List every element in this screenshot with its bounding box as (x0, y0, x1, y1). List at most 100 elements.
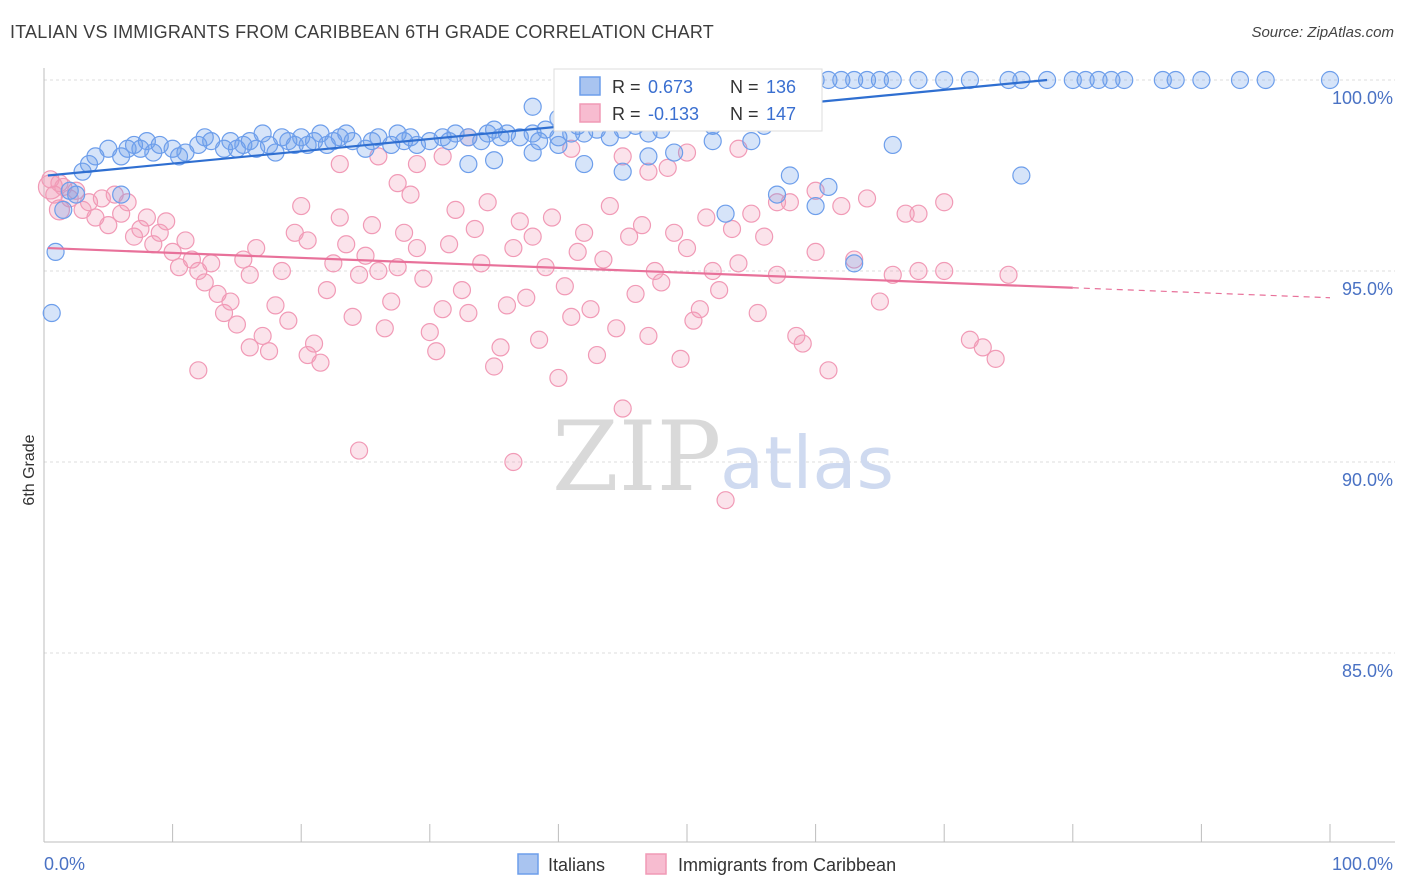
italians-point (144, 143, 163, 162)
caribbean-point (845, 250, 864, 269)
italians-point (819, 177, 838, 197)
legend-n-label-2: N = (730, 104, 759, 124)
y-tick-label: 95.0% (1342, 279, 1393, 299)
caribbean-point (452, 281, 472, 300)
italians-trend-line (47, 78, 1048, 177)
italians-point (935, 70, 954, 90)
caribbean-point (266, 296, 285, 315)
legend-n-label-1: N = (730, 77, 759, 97)
y-tick-label: 85.0% (1342, 661, 1393, 681)
caribbean-point (324, 254, 343, 273)
x-tick-label: 0.0% (44, 854, 85, 874)
grid-lines (44, 79, 1395, 654)
caribbean-point (690, 300, 709, 319)
caribbean-point (896, 204, 915, 223)
caribbean-point (806, 242, 825, 261)
legend-r-label-2: R = (612, 104, 641, 124)
italians-point (742, 132, 761, 151)
legend-r-value-1: 0.673 (648, 77, 693, 97)
caribbean-point (587, 345, 607, 365)
caribbean-point (677, 143, 697, 162)
italians-point (485, 151, 504, 170)
italians-point (767, 185, 787, 204)
italians-point (285, 135, 304, 155)
caribbean-point (742, 204, 761, 223)
caribbean-point (549, 368, 568, 388)
caribbean-point (485, 357, 504, 376)
italians-point (909, 70, 928, 90)
caribbean-point (439, 235, 459, 254)
chart-title: ITALIAN VS IMMIGRANTS FROM CARIBBEAN 6TH… (10, 22, 714, 42)
stats-legend: R = 0.673 N = 136 R = -0.133 N = 147 (553, 68, 823, 132)
caribbean-point (407, 154, 427, 174)
caribbean-point (555, 277, 574, 296)
caribbean-point (568, 242, 587, 261)
caribbean-point (330, 154, 349, 174)
italians-point (1012, 166, 1031, 185)
italians-point (1012, 70, 1031, 90)
italians-point (716, 204, 735, 223)
caribbean-point (581, 300, 600, 319)
caribbean-point (986, 349, 1005, 368)
caribbean-point (337, 235, 356, 254)
italians-point (1102, 70, 1121, 90)
caribbean-point (349, 441, 369, 460)
caribbean-point (594, 250, 613, 269)
caribbean-point (600, 196, 619, 216)
caribbean-point (420, 323, 439, 342)
italians-point (46, 242, 65, 261)
italians-point (337, 124, 356, 143)
caribbean-point (710, 281, 729, 300)
caribbean-point (382, 292, 401, 311)
caribbean-point (870, 292, 890, 311)
caribbean-point (446, 200, 465, 219)
caribbean-point (472, 254, 491, 273)
caribbean-point (684, 311, 703, 330)
caribbean-point (195, 273, 214, 292)
caribbean-point (504, 238, 523, 258)
series-caribbean-points (37, 128, 1018, 510)
caribbean-point (478, 193, 497, 212)
italians-point (523, 97, 542, 116)
caribbean-trend-line (47, 246, 1073, 289)
italians-point (845, 254, 864, 273)
caribbean-point (935, 261, 954, 281)
caribbean-point (37, 174, 64, 200)
caribbean-point (767, 193, 787, 212)
caribbean-point (652, 273, 671, 292)
italians-point (639, 147, 658, 166)
caribbean-point (665, 223, 684, 242)
caribbean-point (909, 261, 928, 281)
italians-point (960, 70, 980, 90)
caribbean-point (214, 303, 234, 323)
caribbean-point (124, 227, 144, 246)
caribbean-point (137, 208, 156, 227)
italians-point (1192, 70, 1211, 90)
y-tick-label: 100.0% (1332, 88, 1393, 108)
italians-point (1320, 70, 1340, 90)
caribbean-point (227, 315, 246, 334)
caribbean-point (240, 338, 259, 357)
caribbean-point (394, 223, 414, 242)
italians-point (665, 143, 684, 162)
caribbean-point (626, 284, 645, 304)
italians-point (883, 135, 902, 155)
caribbean-point (157, 212, 176, 231)
caribbean-point (639, 326, 658, 346)
italians-point (806, 196, 825, 216)
caribbean-point (530, 330, 549, 349)
caribbean-point (433, 147, 452, 166)
italians-point (67, 185, 86, 204)
caribbean-point (362, 216, 382, 235)
caribbean-point (935, 193, 954, 212)
caribbean-point (247, 238, 266, 258)
caribbean-point (607, 319, 626, 338)
italians-point (523, 143, 542, 162)
caribbean-point (272, 261, 292, 281)
caribbean-point (909, 204, 928, 223)
italians-point (459, 154, 478, 174)
caribbean-point (632, 216, 652, 235)
caribbean-point (542, 208, 562, 227)
y-tick-labels: 100.0% 95.0% 90.0% 85.0% (1332, 88, 1393, 681)
